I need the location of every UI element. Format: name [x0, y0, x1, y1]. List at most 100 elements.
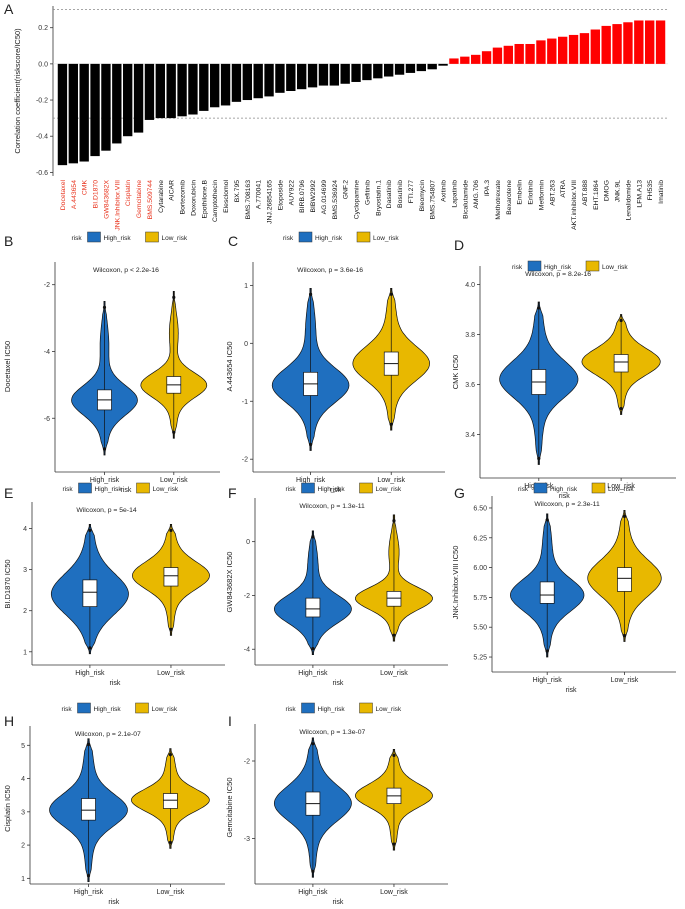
x-axis-title: risk: [330, 487, 341, 494]
bar-jnj-26854165: [264, 63, 274, 97]
outlier-point: [309, 442, 313, 447]
wilcoxon-annotation: Wilcoxon, p = 3.6e-16: [297, 267, 363, 274]
bar-doxorubicin: [188, 63, 198, 115]
wilcoxon-annotation: Wilcoxon, p = 1.3e-07: [299, 729, 365, 736]
x-tick-label: BX.795: [234, 180, 241, 203]
bar-metformin: [536, 40, 546, 64]
x-tick-label: Cyclopamine: [354, 180, 361, 220]
y-axis-title: JNK.Inhibitor.VIII IC50: [451, 546, 460, 620]
panel-h-violin-chart: risk High_risk Low_risk 1 2 3 4 5 Cisplatin IC50…: [3, 702, 225, 906]
bar-atra: [558, 36, 568, 64]
outlier-point: [88, 528, 92, 533]
x-tick-label: Low_risk: [380, 670, 408, 677]
x-tick-label: IPA.3: [484, 180, 491, 196]
bar-abt-888: [579, 33, 590, 64]
box-high-risk: [305, 597, 321, 618]
x-tick-label: JNK.9L: [615, 180, 622, 203]
x-tick-label: AUY922: [288, 180, 295, 206]
bar-dmog: [601, 25, 611, 64]
x-tick-label: BMS.536924: [332, 180, 339, 220]
y-tick-label: 2: [21, 843, 25, 850]
x-tick-label: DMOG: [604, 180, 611, 201]
y-tick-label: 4: [23, 526, 27, 533]
y-tick-label: -2: [244, 593, 250, 600]
y-tick-label: 0.2: [38, 25, 48, 32]
y-tick-label: 6.25: [473, 535, 487, 542]
x-tick-label: Bortezomib: [180, 180, 187, 215]
x-tick-label: AICAR: [169, 180, 176, 201]
x-tick-label: Axitinib: [441, 180, 448, 202]
x-tick-label: Low_risk: [157, 670, 185, 677]
x-tick-label: Etoposide: [277, 180, 284, 210]
y-tick-label: 0: [244, 341, 248, 348]
y-tick-label: 3.8: [465, 332, 475, 339]
bar-fh535: [645, 20, 655, 64]
y-tick-label: -0.6: [36, 170, 48, 177]
bar-gw843682x: [101, 63, 111, 151]
x-tick-label: AG.014699: [321, 180, 328, 215]
x-tick-label: Dasatinib: [386, 180, 393, 209]
x-tick-label: Cisplatin: [125, 180, 132, 206]
y-tick-label: 3.4: [465, 432, 475, 439]
legend-label: Low_risk: [376, 486, 402, 493]
bar-gnf-2: [340, 63, 350, 84]
box-low-risk: [163, 567, 179, 587]
bar-bortezomib: [177, 63, 187, 117]
y-tick-label: 6.50: [473, 505, 487, 512]
panel-g-violin-chart: risk High_risk Low_risk5.255.505.756.006.2…: [451, 482, 676, 694]
x-tick-label: LFM.A13: [636, 180, 643, 208]
x-tick-label: BMS.708163: [245, 180, 252, 220]
bar-gemcitabine: [133, 63, 144, 133]
x-tick-label: CMK: [82, 180, 89, 196]
legend-label: Low_risk: [373, 235, 399, 242]
panel-label-g: G: [454, 485, 465, 501]
x-tick-label: Bosutinib: [397, 180, 404, 208]
panel-a-bar-chart: -0.6 -0.4 -0.2 0.0 0.2 Correlation coefficien…: [13, 6, 668, 231]
outlier-point: [619, 406, 623, 411]
panel-label-h: H: [4, 713, 14, 729]
legend-label: Low_risk: [602, 264, 628, 271]
legend-swatch-low-risk: [359, 702, 373, 714]
legend-swatch-low-risk: [356, 231, 371, 243]
outlier-point: [309, 292, 313, 296]
outlier-point: [311, 535, 315, 539]
legend-label: High_risk: [94, 706, 122, 713]
bar-bryostatin-1: [373, 63, 383, 79]
outlier-point: [172, 295, 176, 299]
bar-bosutinib: [394, 63, 405, 75]
x-tick-label: Bicalutamide: [462, 180, 469, 219]
wilcoxon-annotation: Wilcoxon, p < 2.2e-16: [93, 267, 159, 274]
y-tick-label: 1: [23, 649, 27, 656]
box-low-risk: [163, 793, 178, 809]
y-tick-label: -4: [44, 349, 50, 356]
legend-title: risk: [512, 264, 523, 271]
box-high-risk: [539, 581, 555, 604]
y-tick-label: 3: [23, 567, 27, 574]
x-axis-title: risk: [110, 680, 121, 687]
bar-embelin: [514, 43, 524, 64]
outlier-point: [537, 306, 541, 310]
bar-bexarotene: [503, 45, 513, 64]
bar-epothilone-b: [199, 63, 209, 111]
outlier-point: [102, 447, 107, 451]
bar-jnk-9l: [612, 24, 622, 64]
x-axis-title: risk: [333, 680, 344, 687]
x-tick-label: Camptothecin: [212, 180, 219, 222]
x-tick-label: AMG.706: [473, 180, 480, 209]
box-low-risk: [613, 354, 629, 373]
legend-label: High_risk: [315, 235, 343, 242]
outlier-point: [169, 528, 173, 533]
bar-aicar: [166, 63, 176, 119]
box-low-risk: [617, 567, 632, 592]
legend-title: risk: [518, 486, 529, 493]
x-tick-label: BMS.509744: [147, 180, 154, 220]
x-tick-label: GNF.2: [343, 180, 350, 199]
legend-label: High_risk: [318, 486, 346, 493]
y-tick-label: 1: [21, 876, 25, 883]
bar-jnk-inhibitor-viii: [112, 63, 122, 144]
y-tick-label: 4: [21, 776, 25, 783]
x-tick-label: High_risk: [75, 670, 105, 677]
y-tick-label: 5: [21, 743, 25, 750]
